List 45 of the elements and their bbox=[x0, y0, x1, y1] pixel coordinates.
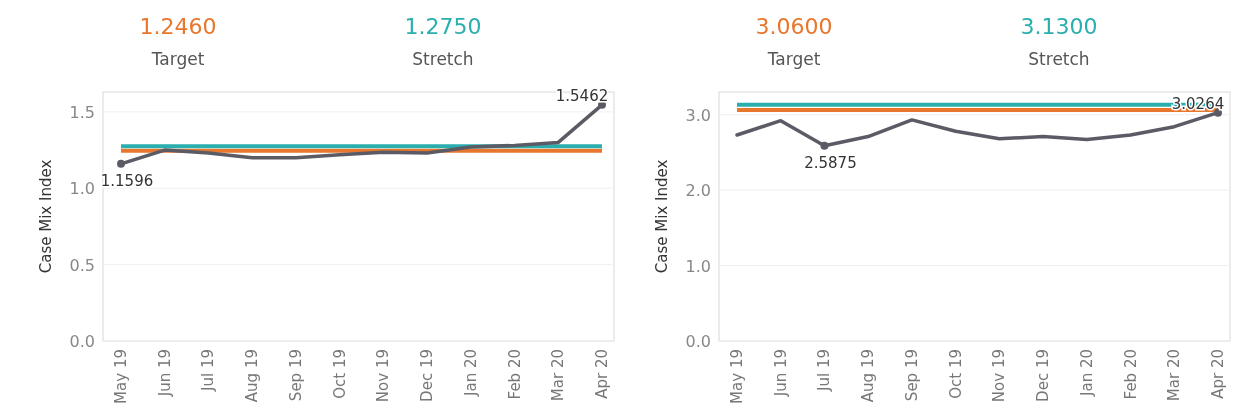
text: Stretch bbox=[1028, 49, 1090, 69]
x-tick-label: Jan 20 bbox=[1077, 349, 1096, 397]
text: Target bbox=[150, 49, 205, 69]
y-tick-label: 0.0 bbox=[69, 332, 95, 351]
y-tick-label: 1.0 bbox=[685, 256, 711, 276]
x-tick-label: Jun 19 bbox=[155, 349, 174, 398]
y-tick-label: 0.0 bbox=[685, 332, 711, 351]
x-tick-label: Feb 20 bbox=[505, 349, 524, 400]
x-tick-label: Jun 19 bbox=[771, 349, 790, 398]
y-tick-label: 0.5 bbox=[69, 255, 95, 275]
y-tick-label: 1.0 bbox=[69, 179, 95, 199]
x-tick-label: Nov 19 bbox=[990, 349, 1009, 403]
data-label: 1.1596 bbox=[100, 171, 154, 190]
y-tick-label: 3.0 bbox=[685, 105, 711, 125]
x-tick-label: Oct 19 bbox=[330, 349, 349, 399]
y-axis-title: Case Mix Index bbox=[37, 159, 55, 274]
x-tick-label: May 19 bbox=[728, 349, 746, 404]
x-tick-label: Apr 20 bbox=[593, 349, 611, 399]
x-tick-label: Jan 20 bbox=[461, 349, 480, 397]
x-tick-label: Jul 19 bbox=[199, 349, 218, 392]
x-tick-label: Mar 20 bbox=[549, 349, 568, 402]
x-tick-label: Dec 19 bbox=[1034, 349, 1053, 402]
text: 1.2750 bbox=[404, 14, 482, 39]
x-tick-label: May 19 bbox=[112, 349, 130, 404]
y-tick-label: 1.5 bbox=[69, 102, 95, 122]
x-tick-label: Dec 19 bbox=[418, 349, 437, 402]
data-label: 1.5462 bbox=[555, 86, 609, 105]
x-tick-label: Oct 19 bbox=[946, 349, 965, 399]
text: 1.2460 bbox=[139, 14, 217, 39]
x-tick-label: Aug 19 bbox=[859, 349, 878, 403]
x-tick-label: Nov 19 bbox=[374, 349, 393, 403]
data-label: 2.5875 bbox=[804, 153, 857, 172]
x-tick-label: Feb 20 bbox=[1121, 349, 1140, 400]
text: 3.0600 bbox=[755, 14, 833, 39]
text: Stretch bbox=[412, 49, 474, 69]
y-axis-title: Case Mix Index bbox=[653, 159, 671, 274]
x-tick-label: Sep 19 bbox=[902, 349, 921, 402]
text: Target bbox=[766, 49, 821, 69]
text: 3.1300 bbox=[1020, 14, 1098, 39]
x-tick-label: Aug 19 bbox=[243, 349, 262, 403]
y-tick-label: 2.0 bbox=[685, 181, 711, 201]
x-tick-label: Sep 19 bbox=[286, 349, 305, 402]
x-tick-label: Jul 19 bbox=[815, 349, 834, 392]
x-tick-label: Apr 20 bbox=[1209, 349, 1227, 399]
x-tick-label: Mar 20 bbox=[1165, 349, 1184, 402]
